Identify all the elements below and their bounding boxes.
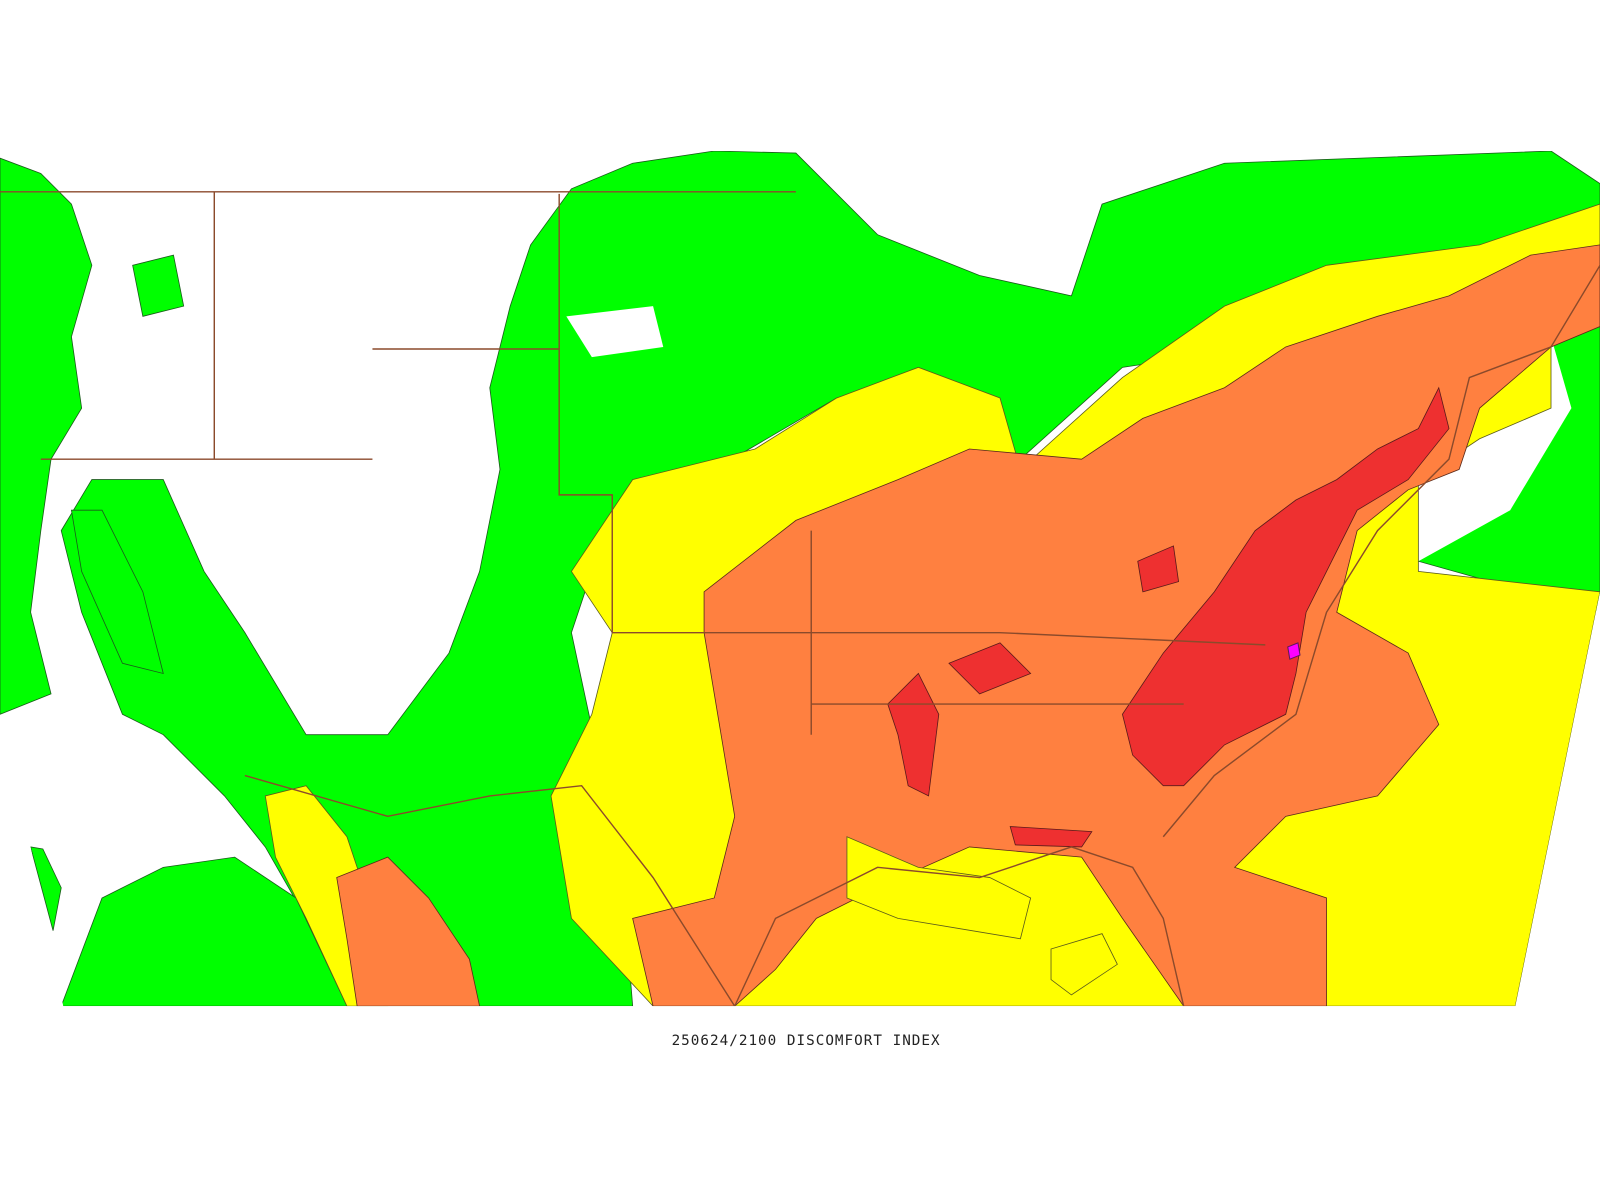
red-region (1137, 545, 1180, 593)
blank-region (566, 306, 664, 358)
green-region (70, 509, 164, 675)
red-region (1009, 826, 1093, 848)
magenta-region (1287, 642, 1301, 660)
yellow-region (846, 836, 1032, 940)
green-region (132, 254, 185, 317)
border-line (734, 846, 1185, 1007)
red-region (1122, 386, 1450, 787)
green-region (30, 846, 62, 931)
map-fields (0, 151, 1600, 1007)
green-region (0, 157, 93, 715)
orange-region (632, 244, 1600, 1007)
border-line (1162, 264, 1600, 838)
orange-region (336, 856, 481, 1007)
red-region (948, 642, 1032, 695)
border-line (244, 774, 736, 1007)
map-caption: 250624/2100 DISCOMFORT INDEX (672, 1033, 941, 1049)
yellow-region (1050, 933, 1118, 996)
border-line (558, 193, 1266, 646)
